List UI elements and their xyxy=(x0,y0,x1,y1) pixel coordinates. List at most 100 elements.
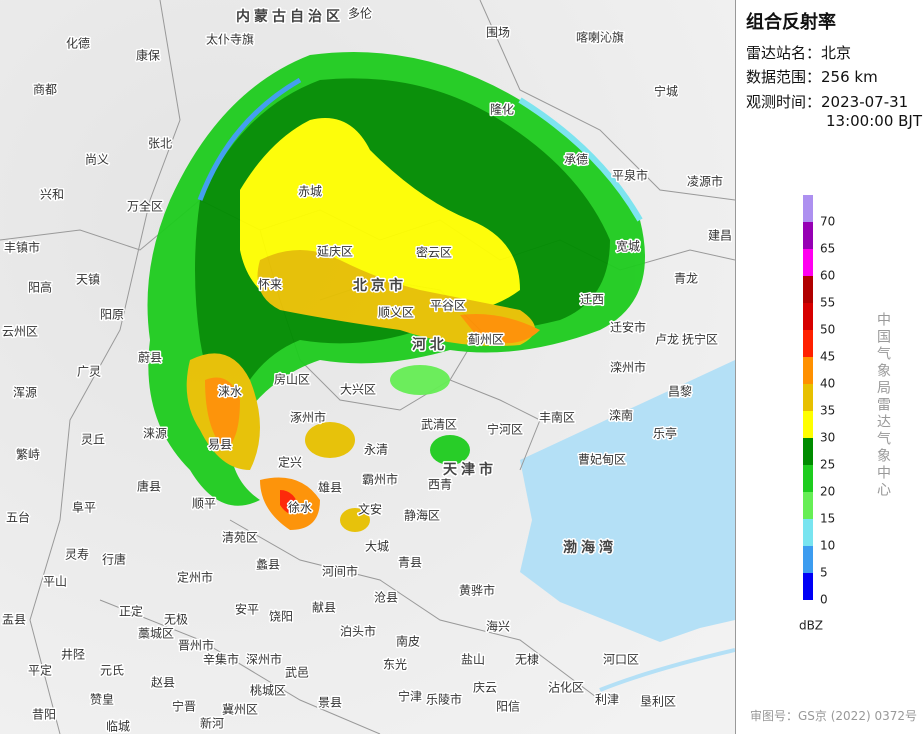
place-label: 黄骅市 xyxy=(459,583,495,598)
place-label: 盐山 xyxy=(461,653,485,667)
legend-swatch xyxy=(803,384,813,411)
place-label: 大兴区 xyxy=(340,383,376,397)
place-label: 涞水 xyxy=(218,385,242,399)
place-label: 大城 xyxy=(365,540,389,554)
place-label: 景县 xyxy=(318,696,342,710)
river xyxy=(599,648,735,692)
place-label: 滦州市 xyxy=(610,360,646,375)
place-label: 宁晋 xyxy=(172,699,196,714)
place-label: 深州市 xyxy=(246,652,282,667)
place-label: 卢龙 xyxy=(655,332,679,347)
place-label: 阳高 xyxy=(28,280,52,295)
place-label: 定兴 xyxy=(278,455,302,470)
place-label: 文安 xyxy=(358,502,382,517)
place-label: 蔚县 xyxy=(138,351,162,365)
info-row: 观测时间：2023-07-31 xyxy=(746,91,908,112)
place-label: 冀州区 xyxy=(222,703,258,717)
legend-swatch xyxy=(803,492,813,519)
place-label: 平定 xyxy=(28,663,52,678)
place-label: 平山 xyxy=(43,575,67,589)
place-label: 清苑区 xyxy=(222,531,258,545)
place-label: 商都 xyxy=(33,82,57,97)
place-label: 建昌 xyxy=(708,229,732,243)
place-label: 云州区 xyxy=(2,325,38,339)
place-label: 迁安市 xyxy=(610,320,646,335)
place-label: 无极 xyxy=(164,613,188,627)
place-label: 喀喇沁旗 xyxy=(576,30,624,45)
info-label: 观测时间： xyxy=(746,93,822,111)
place-label: 天津市 xyxy=(443,461,497,478)
place-label: 沾化区 xyxy=(548,681,584,695)
place-label: 丰南区 xyxy=(539,410,575,425)
place-label: 武清区 xyxy=(421,418,457,432)
place-label: 蠡县 xyxy=(256,557,280,572)
colorbar: 0 5 10 15 20 25 30 35 40 45 50 55 60 65 70 dBZ xyxy=(799,195,835,630)
place-label: 宁河区 xyxy=(487,422,523,437)
place-label: 五台 xyxy=(6,510,30,525)
legend-label: 70 xyxy=(820,215,835,229)
place-label: 河北 xyxy=(412,336,448,353)
info-value: 2023-07-31 xyxy=(821,93,909,111)
legend-label: 10 xyxy=(820,539,835,553)
place-label: 太仆寺旗 xyxy=(206,32,254,47)
place-label: 延庆区 xyxy=(317,245,353,259)
legend-label: 45 xyxy=(820,350,835,364)
place-label: 献县 xyxy=(312,600,336,615)
legend-label: 65 xyxy=(820,242,835,256)
place-label: 多伦 xyxy=(348,6,372,21)
legend-label: 40 xyxy=(820,377,835,391)
place-label: 青龙 xyxy=(674,272,698,286)
info-label: 雷达站名： xyxy=(746,44,822,62)
legend-swatch xyxy=(803,438,813,465)
place-label: 阳信 xyxy=(496,700,520,714)
place-label: 康保 xyxy=(136,48,160,63)
place-label: 渤海湾 xyxy=(563,539,617,556)
place-label: 利津 xyxy=(595,693,619,707)
place-label: 涿州市 xyxy=(290,410,326,425)
place-label: 霸州市 xyxy=(362,472,398,487)
legend-label: 35 xyxy=(820,404,835,418)
place-label: 海兴 xyxy=(486,619,510,634)
place-label: 定州市 xyxy=(177,570,213,585)
legend-swatch xyxy=(803,195,813,222)
place-label: 宁津 xyxy=(398,689,422,704)
info-value: 北京 xyxy=(821,44,852,62)
place-label: 顺义区 xyxy=(378,306,414,320)
place-label: 滦南 xyxy=(609,408,633,423)
legend-label: 20 xyxy=(820,485,835,499)
place-label: 蓟州区 xyxy=(468,333,504,347)
place-label: 浑源 xyxy=(13,386,37,400)
place-label: 曹妃甸区 xyxy=(578,453,626,467)
legend-swatch xyxy=(803,411,813,438)
place-label: 昌黎 xyxy=(668,385,692,399)
place-label: 顺平 xyxy=(192,497,216,511)
legend-label: 60 xyxy=(820,269,835,283)
place-label: 张北 xyxy=(148,137,172,151)
credit: 中国气象局雷达气象中心 xyxy=(875,312,891,499)
place-label: 兴和 xyxy=(40,188,64,202)
legend-label: 15 xyxy=(820,512,835,526)
place-label: 静海区 xyxy=(404,508,440,523)
place-label: 承德 xyxy=(564,152,588,167)
place-label: 赵县 xyxy=(151,676,175,690)
place-label: 雄县 xyxy=(318,480,342,495)
place-label: 宁城 xyxy=(654,84,678,99)
place-label: 迁西 xyxy=(580,293,604,307)
place-label: 河口区 xyxy=(603,653,639,667)
info-value: 256 km xyxy=(821,68,878,86)
place-label: 泊头市 xyxy=(340,624,376,639)
place-label: 无棣 xyxy=(515,652,539,667)
place-label: 房山区 xyxy=(274,372,310,387)
place-label: 丰镇市 xyxy=(4,240,40,255)
place-label: 行唐 xyxy=(102,552,126,567)
panel-title: 组合反射率 xyxy=(746,12,836,33)
place-label: 尚义 xyxy=(85,153,109,167)
legend-swatch xyxy=(803,222,813,249)
legend-swatch xyxy=(803,330,813,357)
place-label: 灵丘 xyxy=(81,433,105,447)
place-label: 天镇 xyxy=(76,273,100,287)
place-label: 宽城 xyxy=(616,239,640,254)
place-label: 元氏 xyxy=(100,664,124,678)
